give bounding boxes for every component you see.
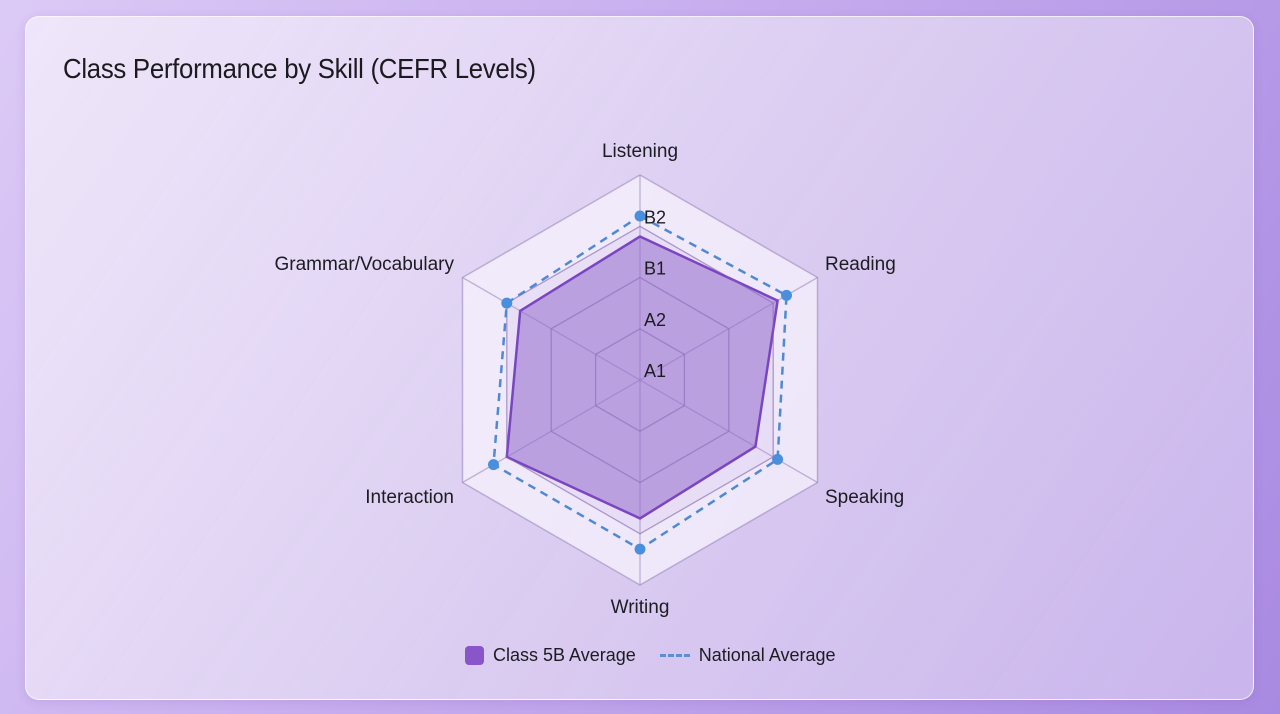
radar-series	[488, 210, 792, 555]
national-data-point[interactable]	[634, 543, 646, 555]
national-data-point[interactable]	[781, 289, 792, 301]
national-data-point[interactable]	[634, 210, 646, 222]
national-data-point[interactable]	[488, 459, 499, 471]
dashed-line-icon	[659, 654, 690, 657]
series-class-5b-area	[505, 235, 779, 520]
chart-title: Class Performance by Skill (CEFR Levels)	[63, 53, 536, 84]
filled-square-icon	[465, 646, 484, 665]
national-data-point[interactable]	[501, 297, 513, 309]
legend-item-class-5b[interactable]: Class 5B Average	[465, 645, 636, 666]
axis-label-grammar-vocabulary: Grammar/Vocabulary	[274, 254, 454, 275]
tick-label-b1: B1	[644, 259, 666, 279]
tick-label-a2: A2	[644, 310, 666, 330]
tick-label-a1: A1	[644, 361, 666, 381]
axis-label-reading: Reading	[825, 254, 896, 275]
grid-ring-overlay	[594, 328, 686, 432]
legend-item-national[interactable]: National Average	[646, 645, 836, 666]
axis-label-listening: Listening	[602, 141, 678, 162]
legend-label-class-5b: Class 5B Average	[493, 645, 636, 665]
legend-label-national: National Average	[698, 645, 836, 665]
axis-label-speaking: Speaking	[825, 487, 904, 508]
axis-label-interaction: Interaction	[365, 487, 454, 508]
radar-axis-labels: Listening Reading Speaking Writing Interacti…	[274, 141, 904, 618]
national-data-point[interactable]	[772, 453, 784, 465]
axis-label-writing: Writing	[611, 597, 670, 618]
chart-legend: Class 5B Average National Average	[465, 645, 836, 666]
tick-label-b2: B2	[644, 207, 666, 227]
radar-tick-labels: A1 A2 B1 B2	[644, 207, 666, 381]
grid-ring-overlay	[550, 276, 730, 484]
